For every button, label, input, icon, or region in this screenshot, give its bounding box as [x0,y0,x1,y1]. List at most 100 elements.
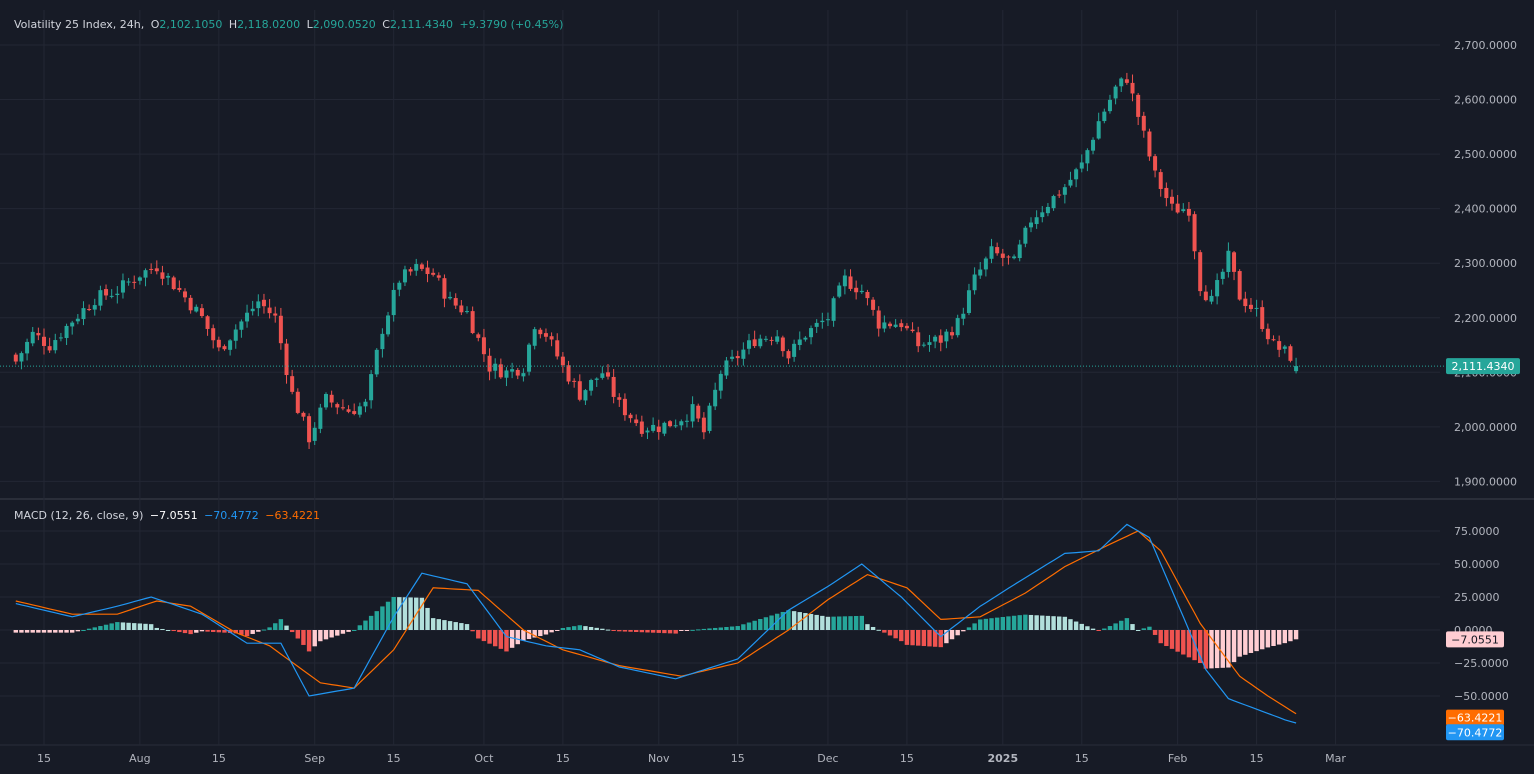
macd-histogram-bar [808,613,814,630]
candle-body [81,308,86,320]
candle-body [1091,139,1096,151]
candle-body [19,353,24,362]
macd-histogram-bar [301,630,306,645]
macd-histogram-bar [459,623,464,630]
high-value: 2,118.0200 [237,18,301,31]
macd-histogram-bar [188,630,193,635]
macd-histogram-bar [261,629,267,631]
macd-histogram-bar [786,610,791,630]
candle-body [154,268,159,272]
macd-histogram-bar [273,623,278,630]
candle-body [1288,346,1293,361]
candle-body [1254,307,1259,309]
candle-body [431,272,436,275]
candle-body [1170,196,1174,204]
macd-histogram-bar [617,630,622,632]
candle-body [1029,222,1033,228]
candle-body [662,422,667,434]
candle-body [651,424,656,431]
macd-histogram [13,597,1299,669]
candle-body [696,405,701,419]
macd-histogram-bar [363,620,368,630]
macd-histogram-bar [70,630,75,633]
candle-body [498,364,503,378]
macd-histogram-bar [289,630,295,633]
candle-body [1023,227,1028,244]
candle-body [566,365,571,382]
time-tick-label: Dec [817,752,838,765]
candle-body [120,280,125,293]
macd-histogram-bar [36,630,41,633]
macd-histogram-bar [244,630,250,637]
change-value: +9.3790 (+0.45%) [459,18,564,31]
macd-histogram-bar [910,630,915,646]
candle-body [1040,212,1045,218]
macd-histogram-bar [656,630,661,633]
candle-body [763,338,768,340]
candle-body [1096,121,1101,139]
price-tick-label: 2,000.0000 [1454,421,1517,434]
candle-body [718,373,723,391]
macd-histogram-bar [1051,616,1056,630]
macd-histogram-bar [470,630,475,632]
candle-body [1107,99,1112,112]
candle-body [442,278,447,299]
candle-body [933,336,938,342]
macd-histogram-bar [983,618,989,630]
candle-body [1158,172,1163,189]
last-price-badge [1446,358,1520,375]
macd-histogram-bar [1096,630,1101,631]
candle-body [261,299,266,307]
candle-body [707,405,712,431]
close-label: C [382,18,390,31]
macd-histogram-bar [966,627,972,630]
macd-histogram-bar [791,611,797,630]
candle-body [532,329,537,346]
candle-body [899,323,904,328]
candle-body [950,332,955,336]
macd-histogram-bar [707,628,712,630]
candle-body [126,281,131,283]
candle-body [775,336,780,342]
macd-histogram-bar [1057,616,1062,630]
macd-histogram-bar [1011,615,1017,630]
macd-histogram-bar [718,627,723,630]
candle-body [465,311,469,313]
macd-histogram-bar [1237,630,1242,657]
macd-histogram-bar [639,630,645,633]
macd-histogram-bar [526,630,532,640]
candle-body [329,394,334,403]
macd-histogram-bar [583,626,588,630]
macd-histogram-bar [566,627,571,630]
macd-histogram-bar [335,630,340,636]
macd-histogram-bar [1000,616,1005,630]
macd-histogram-bar [673,630,678,634]
macd-histogram-bar [571,626,577,630]
candle-body [1006,256,1011,258]
candle-body [1124,79,1129,83]
macd-histogram-bar [560,628,566,630]
macd-histogram-bar [1271,630,1276,646]
macd-signal-badge-label: −63.4221 [1448,712,1503,725]
macd-histogram-bar [357,625,363,630]
macd-histogram-bar [577,625,582,630]
candle-body [527,344,532,372]
macd-histogram-bar [419,597,425,630]
candle-body [792,343,797,357]
candle-body [199,308,204,316]
candle-body [448,296,453,299]
macd-histogram-bar [1243,630,1248,655]
time-tick-label: 15 [37,752,51,765]
candle-body [848,276,853,289]
candle-body [374,349,379,375]
candle-body [831,298,836,321]
macd-histogram-bar [865,624,870,630]
macd-histogram-bar [1175,630,1180,652]
macd-histogram-bar [1260,630,1265,650]
candle-body [470,311,475,334]
time-tick-label: Mar [1325,752,1346,765]
macd-histogram-bar [735,626,740,630]
macd-histogram-bar [256,630,261,632]
macd-tick-label: 75.0000 [1454,525,1500,538]
